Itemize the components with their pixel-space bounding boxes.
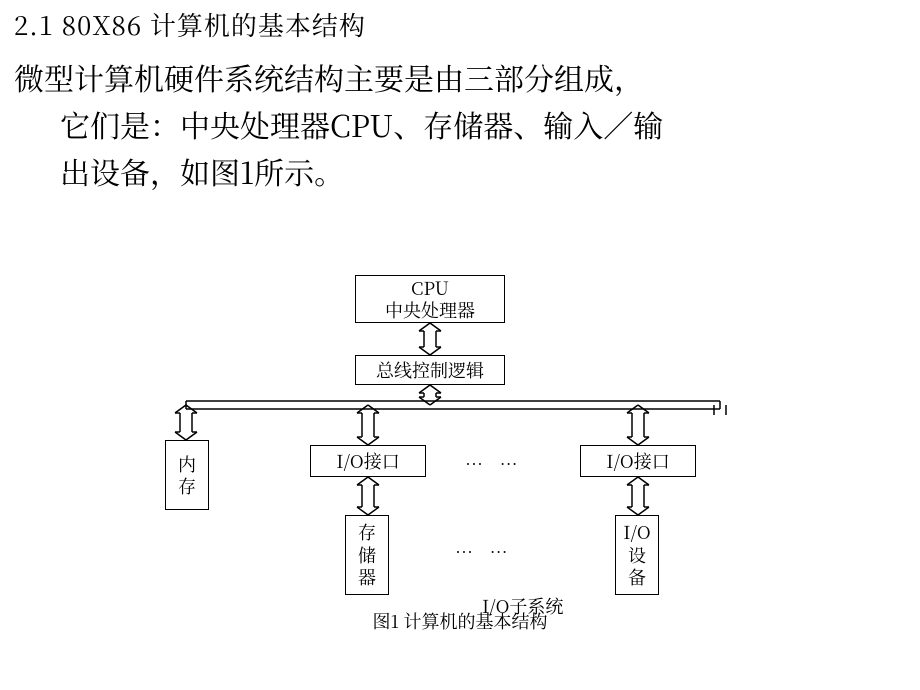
figure-caption: 图1 计算机的基本结构 <box>0 608 920 634</box>
body-line-1: 微型计算机硬件系统结构主要是由三部分组成， <box>14 55 644 99</box>
node-io-interface-2: I/O接口 <box>580 445 696 477</box>
architecture-diagram: CPU中央处理器 总线控制逻辑 内存 I/O接口 I/O接口 存储器 I/O设备… <box>160 275 780 615</box>
node-cpu: CPU中央处理器 <box>355 275 505 323</box>
body-line-2: 它们是：中央处理器CPU、存储器、输入／输 <box>14 101 900 148</box>
node-bus-controller: 总线控制逻辑 <box>355 355 505 385</box>
body-paragraph: 微型计算机硬件系统结构主要是由三部分组成， 它们是：中央处理器CPU、存储器、输… <box>14 54 900 194</box>
node-io-interface-1: I/O接口 <box>310 445 426 477</box>
node-internal-memory: 内存 <box>165 440 209 510</box>
node-io-device: I/O设备 <box>615 515 659 595</box>
body-line-3: 出设备，如图1所示。 <box>14 148 900 195</box>
ellipsis-lower: … … <box>455 539 514 565</box>
node-storage: 存储器 <box>345 515 389 595</box>
ellipsis-upper: … … <box>465 451 524 477</box>
section-heading: 2.1 80X86 计算机的基本结构 <box>14 6 366 43</box>
